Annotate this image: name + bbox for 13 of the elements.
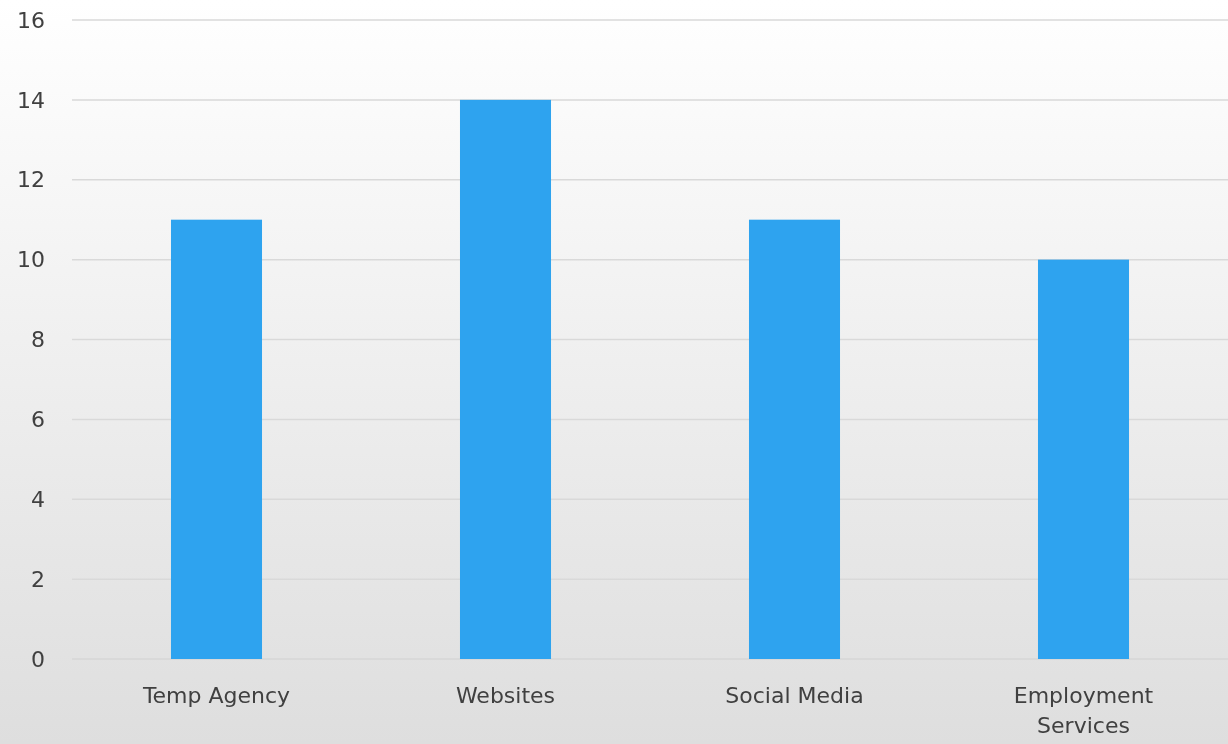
y-tick-label: 14: [17, 87, 45, 113]
x-tick-label: Social Media: [725, 683, 864, 708]
y-tick-label: 2: [31, 566, 45, 592]
y-tick-label: 6: [31, 407, 45, 433]
y-tick-label: 4: [31, 486, 45, 512]
x-tick-label: Websites: [455, 683, 556, 708]
y-tick-label: 16: [17, 7, 45, 33]
y-tick-label: 12: [17, 167, 45, 193]
y-tick-label: 0: [31, 646, 45, 672]
x-tick-label: Temp Agency: [141, 683, 291, 708]
y-tick-label: 10: [17, 247, 45, 273]
y-tick-label: 8: [31, 327, 45, 353]
x-tick-label: Employment Services: [1013, 683, 1154, 738]
